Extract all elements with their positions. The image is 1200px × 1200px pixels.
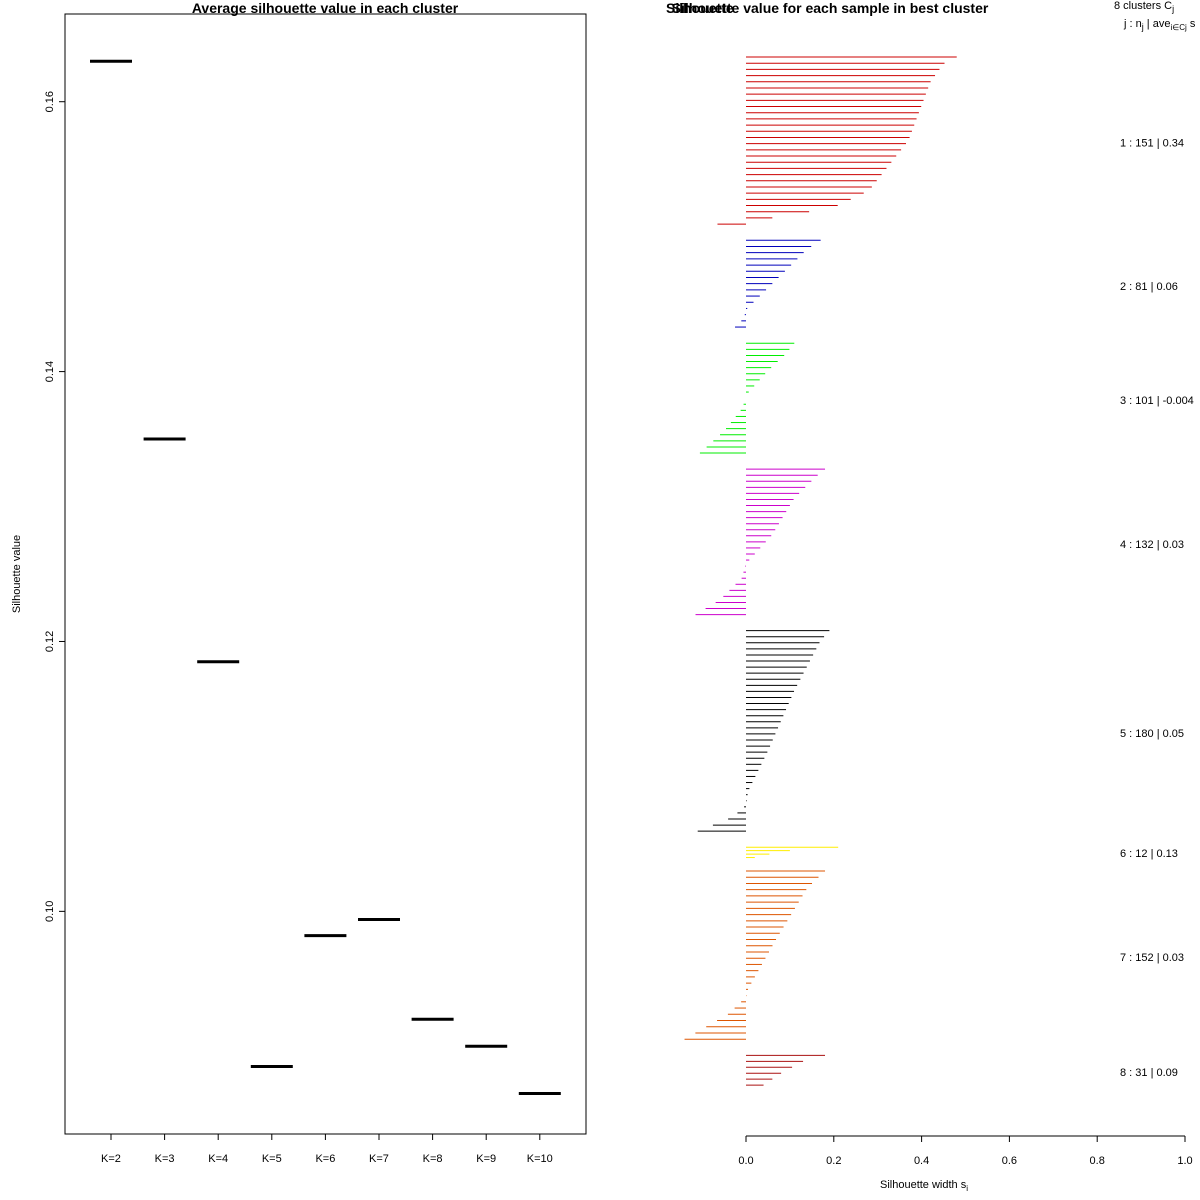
x-tick-label: K=2 xyxy=(101,1153,121,1165)
header-sub: j xyxy=(1171,4,1174,14)
left-marks xyxy=(90,59,561,1096)
y-tick-label: 0.12 xyxy=(44,631,56,652)
header-mid: | ave xyxy=(1144,18,1171,30)
header-line-1: 8 clusters Cj xyxy=(1114,0,1174,14)
x-tick-label: 0.6 xyxy=(1002,1155,1017,1167)
cluster-label: 5 : 180 | 0.05 xyxy=(1120,728,1184,740)
header-end: s xyxy=(1187,18,1196,30)
silhouette-bars xyxy=(684,56,957,1086)
left-plot-box xyxy=(64,13,587,1135)
cluster-label: 3 : 101 | -0.004 xyxy=(1120,395,1194,407)
left-axes: 0.10 0.12 0.14 0.16 K=2 K=3 K=4 K=5 K=6 K=7 K=8 K=9… xyxy=(44,91,553,1165)
cluster-label: 4 : 132 | 0.03 xyxy=(1120,539,1184,551)
x-tick-label: 0.8 xyxy=(1090,1155,1105,1167)
right-x-axis: 0.0 0.2 0.4 0.6 0.8 1.0 Silhouette width si xyxy=(738,1135,1193,1193)
cluster-header: 8 clusters Cj j : nj | avei∈Cj s xyxy=(1114,0,1196,32)
x-tick-label: K=8 xyxy=(423,1153,443,1165)
cluster-label: 6 : 12 | 0.13 xyxy=(1120,848,1178,860)
header-sub: i∈Cj xyxy=(1170,23,1187,32)
cluster-label: 1 : 151 | 0.34 xyxy=(1120,138,1184,150)
x-tick-label: K=7 xyxy=(369,1153,389,1165)
header-line-2: j : nj | avei∈Cj s xyxy=(1123,18,1196,32)
left-ylabel: Silhouette value xyxy=(11,535,23,613)
left-title: Average silhouette value in each cluster xyxy=(192,0,459,16)
y-tick-label: 0.16 xyxy=(44,91,56,112)
x-tick-label: 0.0 xyxy=(738,1155,753,1167)
x-tick-label: K=9 xyxy=(476,1153,496,1165)
x-tick-label: K=4 xyxy=(208,1153,228,1165)
right-title-overlap: Silhouette xyxy=(666,0,734,16)
average-silhouette-panel: Average silhouette value in each cluster… xyxy=(11,0,587,1165)
right-title: Silhouette value for each sample in best… xyxy=(672,0,989,16)
cluster-label: 8 : 31 | 0.09 xyxy=(1120,1067,1178,1079)
x-tick-label: 1.0 xyxy=(1177,1155,1192,1167)
x-axis-label: Silhouette width si xyxy=(880,1179,968,1193)
x-tick-label: K=6 xyxy=(315,1153,335,1165)
x-tick-label: K=3 xyxy=(155,1153,175,1165)
y-tick-label: 0.14 xyxy=(44,361,56,382)
silhouette-width-panel: Silhouette Silhouette value for each sam… xyxy=(666,0,1196,1193)
cluster-label: 2 : 81 | 0.06 xyxy=(1120,281,1178,293)
header-sub: j xyxy=(1141,22,1144,32)
cluster-label: 7 : 152 | 0.03 xyxy=(1120,952,1184,964)
x-tick-label: K=10 xyxy=(527,1153,553,1165)
x-tick-label: 0.4 xyxy=(914,1155,929,1167)
cluster-labels: 1 : 151 | 0.34 2 : 81 | 0.06 3 : 101 | -0.… xyxy=(1120,138,1194,1080)
x-tick-label: 0.2 xyxy=(826,1155,841,1167)
x-tick-label: K=5 xyxy=(262,1153,282,1165)
y-tick-label: 0.10 xyxy=(44,901,56,922)
x-axis-label-sub: i xyxy=(966,1184,968,1193)
